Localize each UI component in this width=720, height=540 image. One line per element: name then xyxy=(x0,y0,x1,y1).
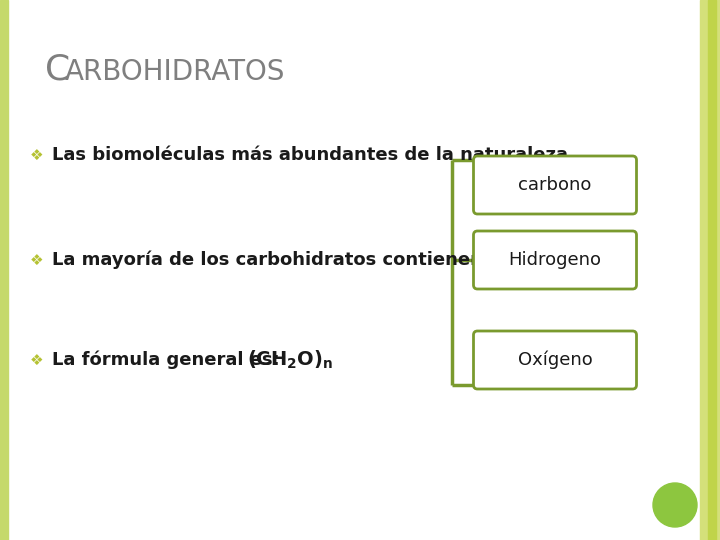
Text: ❖: ❖ xyxy=(30,253,44,267)
Text: La fórmula general es:: La fórmula general es: xyxy=(52,351,292,369)
Text: Oxígeno: Oxígeno xyxy=(518,351,593,369)
FancyBboxPatch shape xyxy=(474,231,636,289)
Text: C: C xyxy=(45,53,71,87)
Text: carbono: carbono xyxy=(518,176,592,194)
Text: ARBOHIDRATOS: ARBOHIDRATOS xyxy=(65,58,285,86)
Text: La mayoría de los carbohidratos contienen:: La mayoría de los carbohidratos contiene… xyxy=(52,251,490,269)
Text: Las biomoléculas más abundantes de la naturaleza.: Las biomoléculas más abundantes de la na… xyxy=(52,146,575,164)
Text: $\mathbf{(CH_2O)_n}$: $\mathbf{(CH_2O)_n}$ xyxy=(247,349,333,371)
Bar xyxy=(700,0,720,540)
Bar xyxy=(708,0,716,540)
Text: Hidrogeno: Hidrogeno xyxy=(508,251,601,269)
Bar xyxy=(0,0,8,540)
Circle shape xyxy=(653,483,697,527)
FancyBboxPatch shape xyxy=(474,331,636,389)
FancyBboxPatch shape xyxy=(474,156,636,214)
Text: ❖: ❖ xyxy=(30,353,44,368)
Text: ❖: ❖ xyxy=(30,147,44,163)
